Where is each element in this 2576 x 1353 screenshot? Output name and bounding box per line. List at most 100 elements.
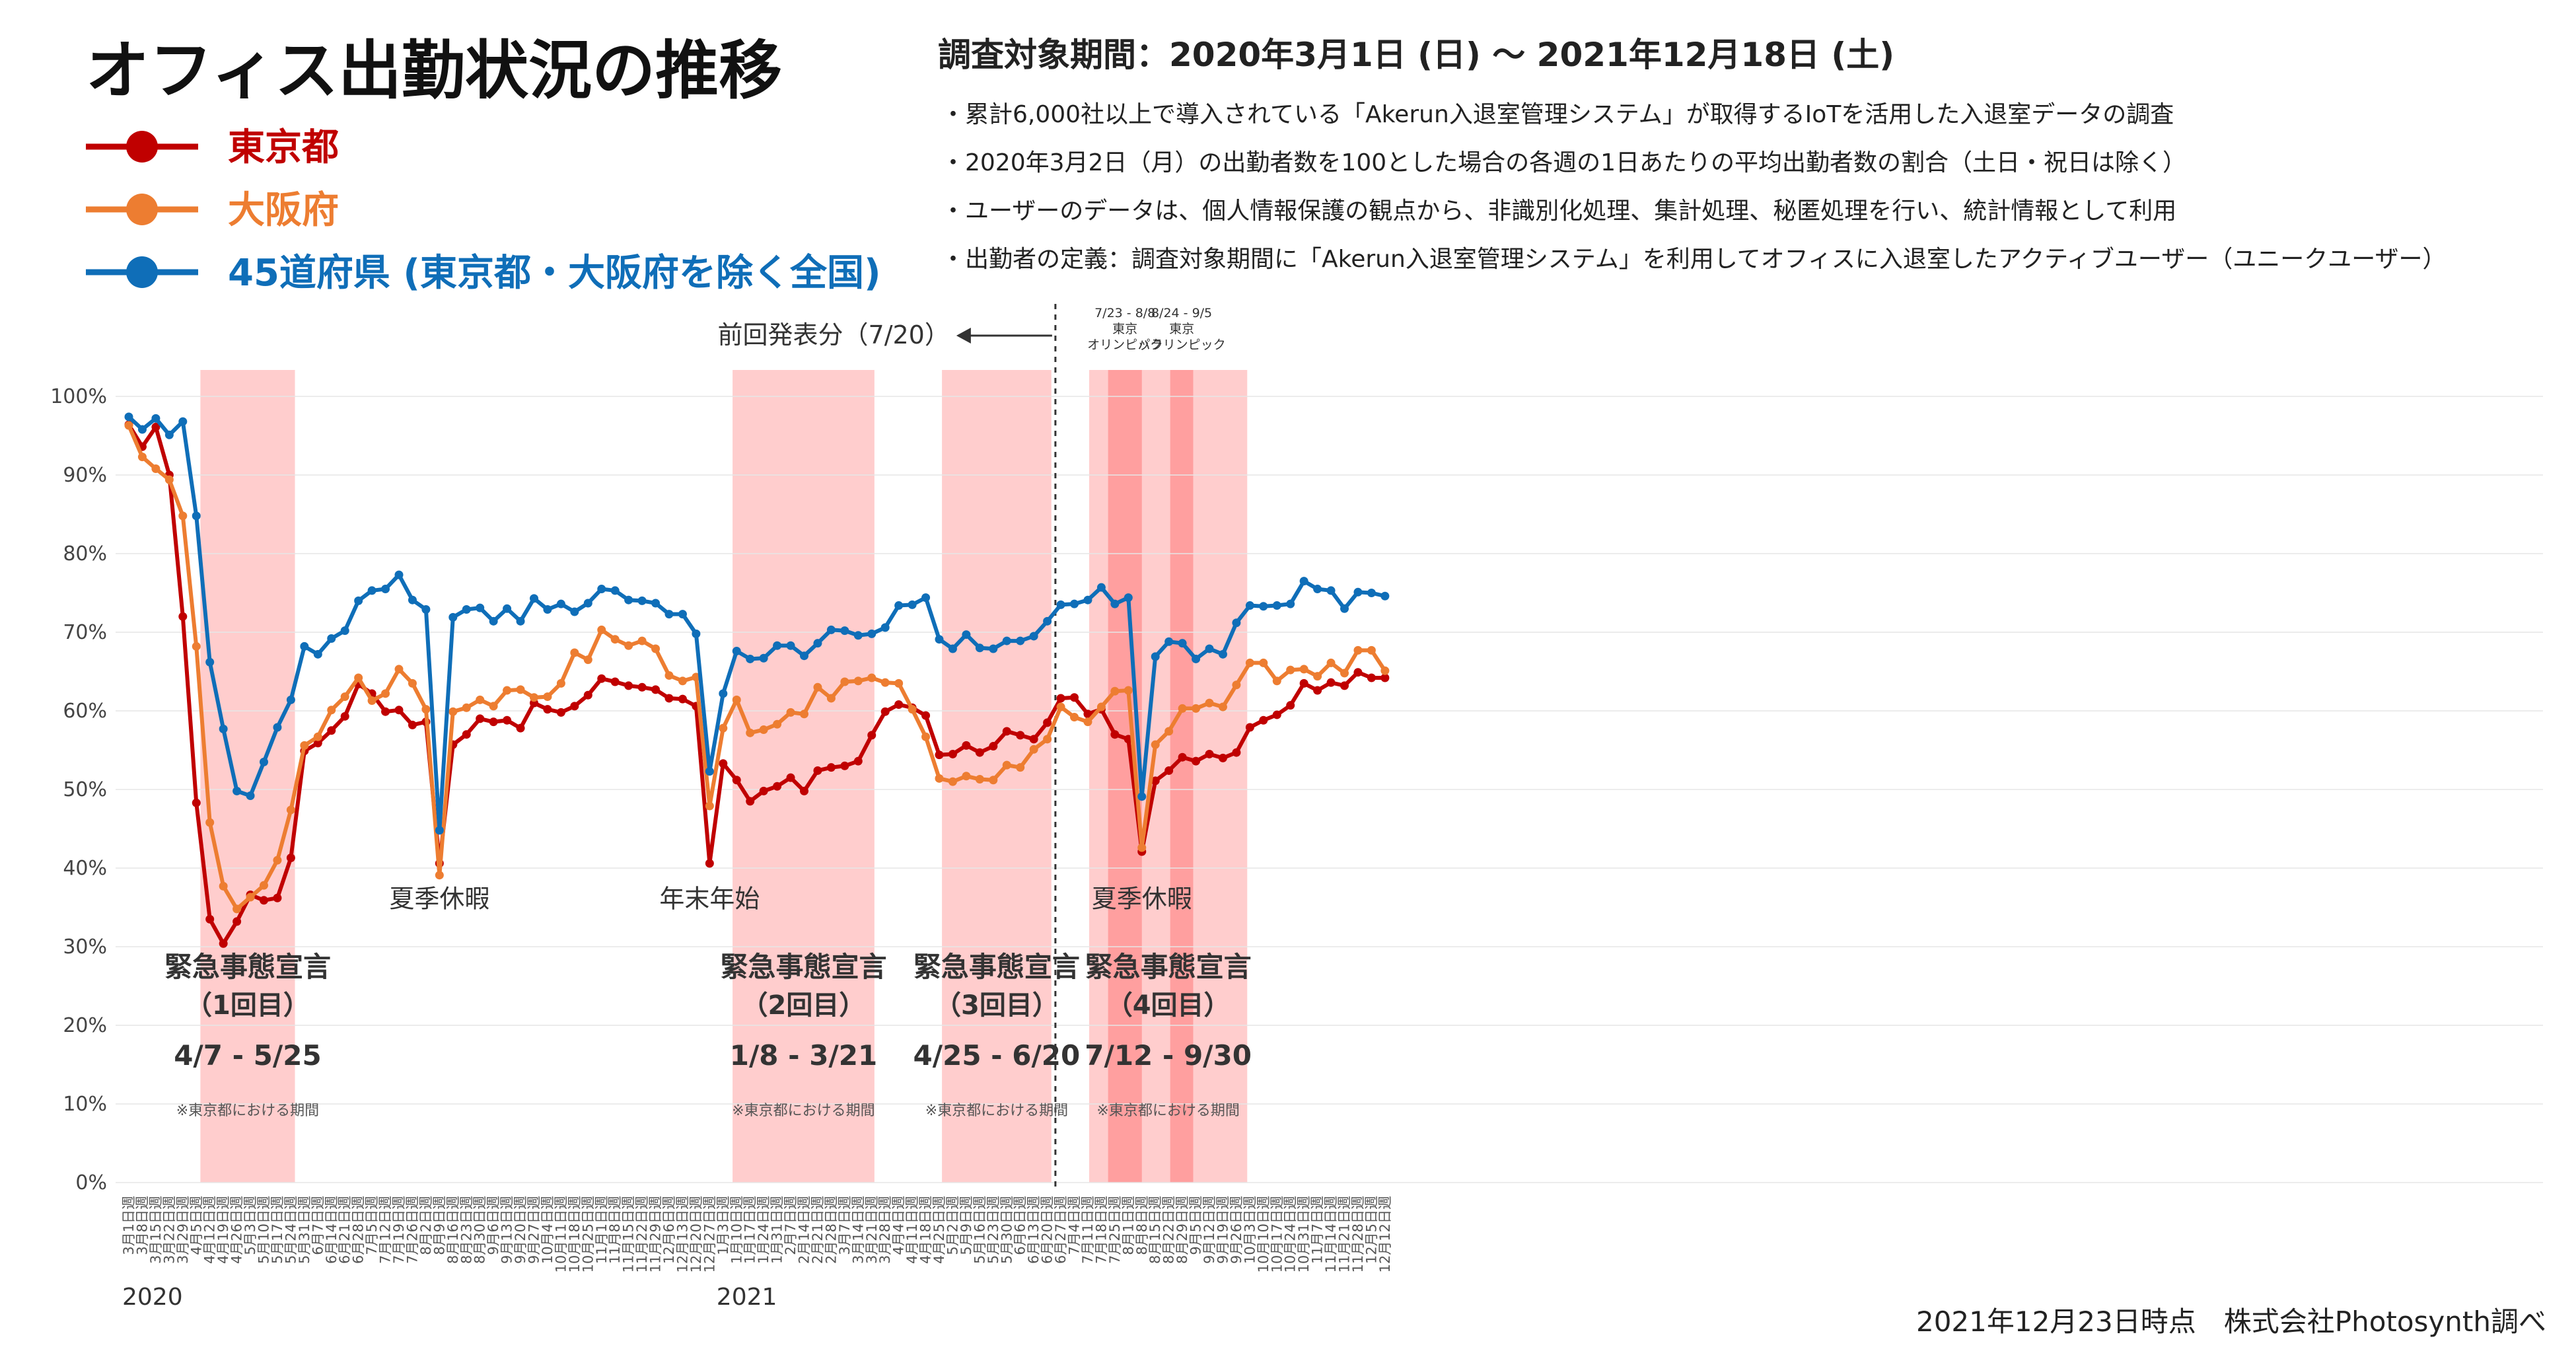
series-1-point-7: [219, 939, 228, 948]
x-tick-14: 6月7日週: [310, 1196, 326, 1255]
y-tick-90: 90%: [63, 464, 107, 487]
series-2-point-92: [1367, 645, 1376, 655]
series-3-point-6: [205, 657, 215, 667]
series-2-point-54: [853, 676, 863, 686]
x-tick-87: 10月31日週: [1296, 1196, 1312, 1272]
x-tick-6: 4月12日週: [202, 1196, 218, 1264]
series-1-point-52: [826, 763, 836, 772]
series-3-point-32: [556, 599, 565, 608]
series-1-point-56: [880, 707, 890, 716]
series-1-point-83: [1245, 723, 1254, 732]
series-1-point-78: [1178, 752, 1187, 762]
x-tick-33: 10月18日週: [567, 1196, 583, 1272]
series-2-point-2: [151, 464, 161, 473]
series-3-point-54: [853, 631, 863, 640]
note-4: ・出勤者の定義：調査対象期間に「Akerun入退室管理システム」を利用してオフィ…: [941, 246, 2447, 273]
x-tick-72: 7月18日週: [1093, 1196, 1109, 1264]
series-1-point-41: [678, 694, 687, 704]
series-2-point-78: [1178, 704, 1187, 713]
series-2-point-20: [394, 665, 404, 674]
x-tick-88: 11月7日週: [1310, 1196, 1326, 1264]
series-1-point-29: [516, 723, 525, 733]
series-2-point-85: [1272, 676, 1281, 686]
series-1-point-85: [1272, 710, 1281, 719]
x-tick-47: 1月24日週: [756, 1196, 771, 1264]
x-tick-86: 10月24日週: [1283, 1196, 1299, 1272]
y-tick-30: 30%: [63, 935, 107, 959]
series-1-point-16: [340, 712, 349, 721]
series-3-point-75: [1137, 792, 1147, 801]
event-band-2-label-2: 東京: [1169, 322, 1194, 336]
x-tick-69: 6月27日週: [1053, 1196, 1069, 1264]
band-2-range: 1/8 - 3/21: [730, 1039, 877, 1072]
series-2-point-6: [205, 818, 215, 827]
series-1-point-46: [746, 797, 755, 806]
x-tick-19: 7月12日週: [378, 1196, 394, 1264]
series-2-point-16: [340, 692, 349, 702]
x-tick-39: 11月29日週: [648, 1196, 664, 1272]
series-1-point-62: [962, 741, 971, 750]
series-3-point-48: [773, 641, 782, 650]
series-3-point-13: [300, 641, 309, 651]
series-2-point-53: [840, 677, 849, 686]
band-3-note: ※東京都における期間: [925, 1103, 1068, 1119]
series-3-point-42: [692, 629, 701, 638]
series-3-point-53: [840, 626, 849, 636]
x-tick-36: 11月8日週: [607, 1196, 623, 1264]
series-2-point-65: [1002, 760, 1011, 770]
series-2-point-60: [935, 774, 944, 783]
series-2-point-86: [1286, 665, 1295, 675]
series-3-point-40: [664, 610, 674, 619]
series-3-point-25: [462, 604, 471, 614]
series-1-point-88: [1313, 686, 1322, 695]
series-2-point-33: [570, 648, 579, 657]
x-tick-38: 11月22日週: [634, 1196, 650, 1272]
x-tick-75: 8月8日週: [1134, 1196, 1150, 1255]
series-3-point-55: [867, 629, 877, 638]
series-1-point-89: [1326, 678, 1336, 687]
series-3-point-71: [1083, 595, 1092, 604]
annotation-1: 夏季休暇: [389, 885, 489, 914]
year-label-2020: 2020: [122, 1284, 183, 1311]
x-tick-61: 5月2日週: [945, 1196, 960, 1255]
series-2-point-66: [1016, 763, 1025, 772]
series-3-point-23: [435, 826, 444, 835]
band-1-title: 緊急事態宣言: [164, 951, 331, 983]
series-1-point-59: [921, 711, 931, 720]
series-1-point-14: [313, 739, 322, 748]
series-3-point-86: [1286, 599, 1295, 608]
series-3-point-83: [1245, 601, 1254, 610]
series-1-point-34: [583, 690, 592, 700]
series-3-point-90: [1340, 604, 1349, 613]
footer-credit: 2021年12月23日時点 株式会社Photosynth調べ: [1916, 1305, 2546, 1338]
x-tick-12: 5月24日週: [283, 1196, 299, 1264]
series-3-point-74: [1124, 593, 1133, 603]
series-3-point-70: [1070, 599, 1079, 608]
x-tick-52: 2月28日週: [823, 1196, 839, 1264]
series-2-point-23: [435, 871, 444, 880]
x-tick-71: 7月11日週: [1080, 1196, 1096, 1264]
x-tick-89: 11月14日週: [1323, 1196, 1339, 1272]
x-tick-44: 1月3日週: [715, 1196, 731, 1255]
x-tick-54: 3月14日週: [850, 1196, 866, 1264]
x-tick-83: 10月3日週: [1242, 1196, 1258, 1264]
series-3-point-81: [1218, 649, 1227, 659]
series-3-point-41: [678, 610, 687, 619]
x-tick-26: 8月30日週: [472, 1196, 488, 1264]
legend-item-tokyo: 東京都: [86, 126, 339, 169]
y-gridlines: [116, 396, 2543, 1183]
series-2-point-48: [773, 719, 782, 729]
series-3-point-5: [192, 511, 201, 521]
series-3-point-49: [786, 641, 795, 650]
x-tick-57: 4月4日週: [891, 1196, 907, 1255]
series-2-point-7: [219, 881, 228, 891]
x-tick-66: 6月6日週: [1013, 1196, 1028, 1255]
x-tick-10: 5月10日週: [256, 1196, 272, 1264]
x-tick-80: 9月12日週: [1201, 1196, 1217, 1264]
series-2-point-25: [462, 703, 471, 712]
series-1-point-5: [192, 798, 201, 807]
x-tick-3: 3月22日週: [161, 1196, 177, 1264]
emergency-band-labels: 緊急事態宣言 （1回目） 4/7 - 5/25 ※東京都における期間 緊急事態宣言 （2回…: [164, 951, 1252, 1119]
series-2-point-26: [476, 695, 485, 704]
x-tick-23: 8月9日週: [431, 1196, 447, 1255]
